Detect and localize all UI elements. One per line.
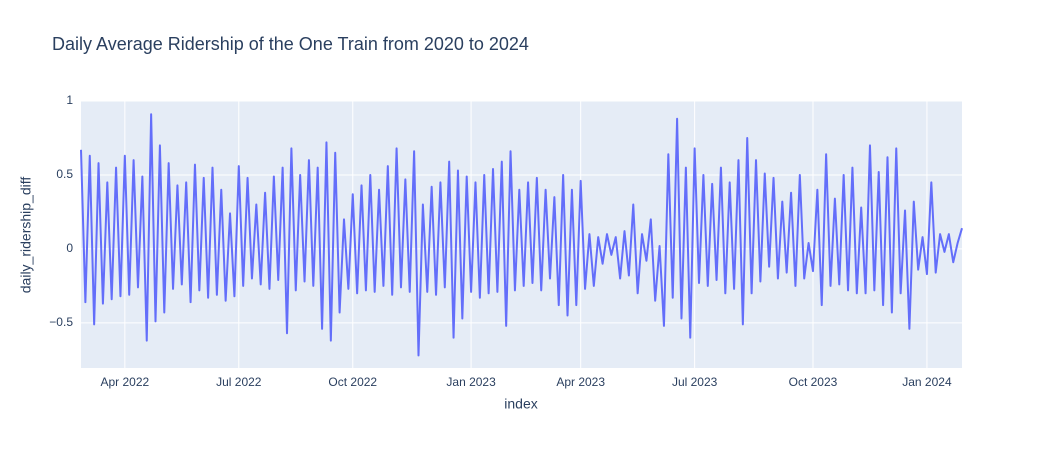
x-tick-label: Apr 2022 [100, 375, 149, 389]
x-tick-label: Jul 2022 [216, 375, 262, 389]
y-tick-label: 1 [66, 93, 73, 107]
y-tick-label: 0.5 [56, 167, 73, 181]
x-tick-label: Oct 2022 [328, 375, 377, 389]
x-axis-title: index [504, 396, 537, 412]
x-tick-label: Oct 2023 [789, 375, 838, 389]
x-tick-label: Jul 2023 [672, 375, 718, 389]
y-tick-label: −0.5 [49, 315, 73, 329]
x-tick-label: Apr 2023 [556, 375, 605, 389]
x-tick-label: Jan 2024 [902, 375, 952, 389]
x-tick-label: Jan 2023 [446, 375, 496, 389]
data-line [80, 113, 963, 357]
chart-title: Daily Average Ridership of the One Train… [52, 34, 529, 54]
y-tick-label: 0 [66, 241, 73, 255]
y-axis-title: daily_ridership_diff [18, 177, 34, 294]
